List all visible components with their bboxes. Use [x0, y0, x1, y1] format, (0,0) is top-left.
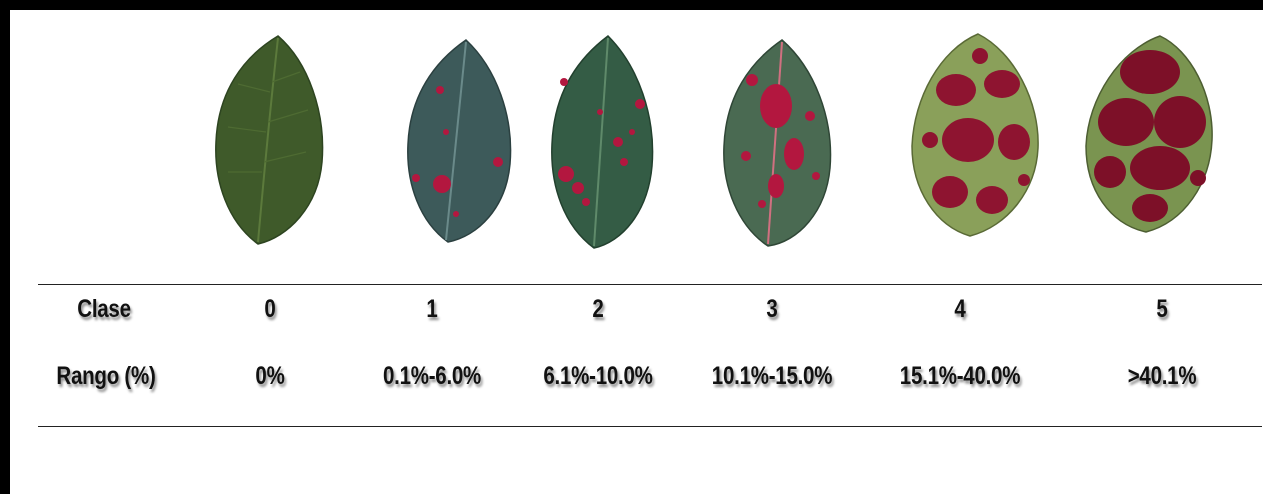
leaf-row [10, 10, 1263, 280]
leaf-class-5 [1085, 35, 1213, 233]
rango-header: Rango (%) [56, 362, 156, 390]
leaf-class-1 [407, 39, 512, 243]
leaf-class-0 [215, 35, 324, 245]
clase-value: 4 [954, 295, 966, 323]
clase-value: 3 [766, 295, 778, 323]
clase-value: 1 [426, 295, 438, 323]
rango-value: >40.1% [1127, 362, 1197, 390]
rango-value: 15.1%-40.0% [899, 362, 1021, 390]
clase-value: 5 [1156, 295, 1168, 323]
rango-value: 6.1%-10.0% [543, 362, 653, 390]
rango-value: 10.1%-15.0% [711, 362, 833, 390]
table-bottom-rule [38, 426, 1262, 427]
leaf-class-2 [551, 35, 654, 249]
clase-value: 2 [592, 295, 604, 323]
clase-header: Clase [77, 295, 131, 323]
clase-value: 0 [264, 295, 276, 323]
leaf-class-3 [723, 39, 832, 247]
leaf-class-4 [911, 33, 1039, 237]
rango-value: 0.1%-6.0% [382, 362, 482, 390]
rango-value: 0% [255, 362, 285, 390]
table-top-rule [38, 284, 1262, 285]
